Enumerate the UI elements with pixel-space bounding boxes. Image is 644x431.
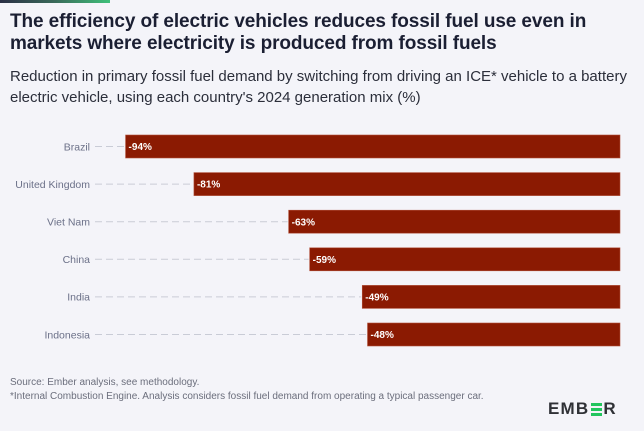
data-label: -49%: [365, 293, 388, 304]
bar: [367, 322, 621, 347]
bar-chart: Brazil -94% United Kingdom -81% Viet Nam -63%…: [15, 134, 621, 347]
bar: [125, 134, 621, 159]
bar-row: United Kingdom -81%: [15, 172, 621, 196]
logo-text-start: EMB: [548, 399, 590, 418]
category-label: Indonesia: [44, 329, 90, 341]
ember-logo: EMB R: [548, 399, 617, 419]
chart-subtitle: Reduction in primary fossil fuel demand …: [10, 68, 627, 106]
bar-row: Viet Nam -63%: [47, 209, 621, 234]
chart-footer: Source: Ember analysis, see methodology.…: [10, 376, 490, 404]
source-note: Source: Ember analysis, see methodology.: [10, 377, 200, 388]
data-label: -63%: [292, 217, 315, 228]
bar-row: India -49%: [67, 285, 621, 309]
bar: [193, 172, 621, 196]
footnote: *Internal Combustion Engine. Analysis co…: [10, 391, 484, 402]
category-label: Brazil: [64, 141, 90, 153]
data-label: -59%: [313, 255, 336, 266]
bar-row: Indonesia -48%: [44, 322, 621, 347]
data-label: -48%: [371, 330, 394, 341]
bar: [288, 209, 621, 234]
logo-e-mark-icon: [590, 402, 602, 416]
bar: [361, 285, 621, 309]
chart-title: The efficiency of electric vehicles redu…: [10, 11, 587, 54]
category-label: United Kingdom: [15, 179, 90, 191]
logo-text-end: R: [603, 399, 617, 418]
data-label: -94%: [129, 142, 152, 153]
bar-row: Brazil -94%: [64, 134, 621, 159]
brand-accent-bar: [0, 0, 110, 3]
category-label: India: [67, 292, 90, 304]
data-label: -81%: [197, 180, 220, 191]
bar: [309, 247, 621, 272]
bar-row: China -59%: [63, 247, 621, 272]
category-label: Viet Nam: [47, 217, 90, 229]
category-label: China: [63, 254, 91, 266]
